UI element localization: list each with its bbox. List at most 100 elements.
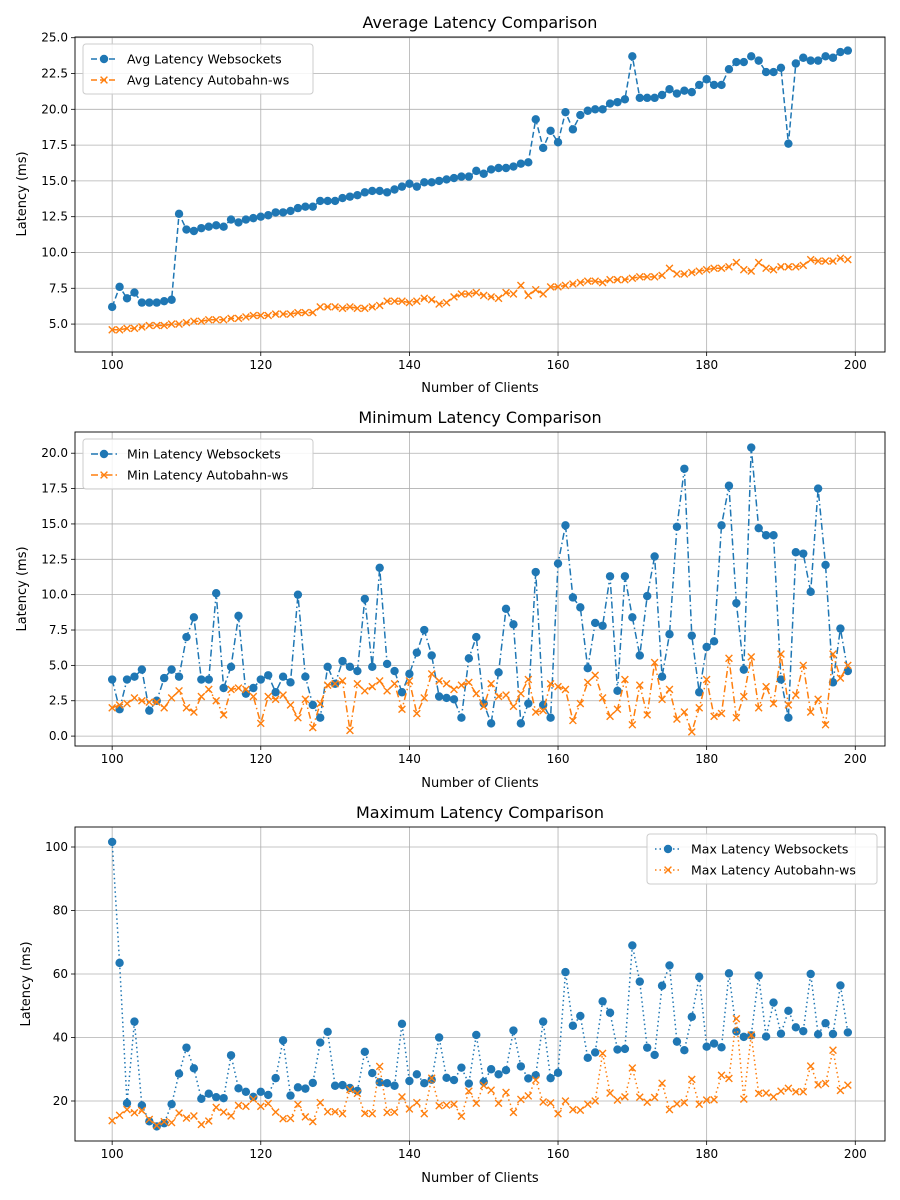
min-data-point bbox=[606, 712, 614, 721]
avg-data-point bbox=[420, 178, 429, 187]
min-data-point bbox=[472, 689, 481, 698]
min-data-point bbox=[724, 481, 734, 490]
max-data-point bbox=[598, 1049, 607, 1058]
min-data-point bbox=[702, 675, 711, 684]
avg-data-point bbox=[152, 321, 161, 330]
max-data-point bbox=[702, 1096, 711, 1104]
min-data-point bbox=[554, 682, 562, 691]
min-data-point bbox=[174, 672, 184, 681]
min-data-point bbox=[264, 671, 273, 680]
max-data-point bbox=[591, 1097, 600, 1105]
max-data-point bbox=[375, 1062, 384, 1071]
min-data-point bbox=[702, 642, 711, 652]
min-data-point bbox=[487, 679, 496, 688]
max-data-point bbox=[836, 981, 845, 990]
min-legend-marker bbox=[99, 449, 109, 459]
avg-y-tick-label: 7.5 bbox=[49, 281, 68, 295]
min-data-point bbox=[398, 705, 406, 714]
avg-legend-item: Avg Latency Websockets bbox=[91, 52, 282, 67]
max-data-point bbox=[813, 1030, 823, 1039]
max-x-tick-label: 160 bbox=[547, 1147, 570, 1161]
avg-data-point bbox=[189, 226, 199, 236]
avg-data-point bbox=[643, 93, 652, 103]
min-data-point bbox=[249, 683, 258, 693]
max-data-point bbox=[702, 1042, 711, 1051]
max-data-point bbox=[189, 1064, 199, 1073]
max-data-point bbox=[219, 1108, 228, 1117]
avg-series-autobahn bbox=[108, 254, 852, 334]
avg-data-point bbox=[657, 90, 667, 100]
max-data-point bbox=[442, 1073, 451, 1083]
min-data-point bbox=[167, 694, 176, 702]
avg-data-point bbox=[494, 163, 503, 173]
avg-legend-marker bbox=[99, 54, 109, 64]
avg-data-point bbox=[687, 87, 696, 97]
avg-data-point bbox=[301, 202, 310, 211]
max-data-point bbox=[717, 1071, 726, 1080]
min-data-point bbox=[613, 686, 622, 696]
min-data-point bbox=[346, 726, 354, 735]
max-data-point bbox=[561, 1097, 570, 1105]
min-legend-item: Min Latency Autobahn-ws bbox=[91, 468, 288, 483]
max-data-point bbox=[502, 1088, 510, 1097]
min-data-point bbox=[457, 681, 466, 690]
min-data-point bbox=[123, 699, 131, 708]
min-y-tick-label: 12.5 bbox=[41, 552, 68, 566]
avg-data-point bbox=[457, 290, 466, 298]
avg-legend-box bbox=[82, 43, 314, 95]
max-data-point bbox=[568, 1105, 577, 1114]
min-plot-frame bbox=[74, 431, 886, 747]
avg-y-tick-label: 20.0 bbox=[41, 102, 68, 116]
max-data-point bbox=[330, 1081, 340, 1090]
min-data-point bbox=[539, 706, 548, 715]
avg-data-point bbox=[442, 298, 451, 307]
max-data-point bbox=[301, 1112, 310, 1121]
max-data-point bbox=[695, 1100, 704, 1109]
avg-data-point bbox=[516, 281, 525, 290]
min-data-point bbox=[434, 692, 444, 701]
avg-data-point bbox=[821, 257, 830, 265]
avg-data-point bbox=[814, 257, 823, 265]
max-data-point bbox=[294, 1100, 302, 1109]
max-data-point bbox=[605, 1008, 615, 1017]
min-data-point bbox=[739, 665, 749, 674]
max-data-point bbox=[397, 1019, 407, 1029]
avg-data-point bbox=[442, 175, 451, 184]
max-data-point bbox=[227, 1112, 235, 1120]
avg-data-point bbox=[724, 65, 734, 74]
max-chart-title: Maximum Latency Comparison bbox=[356, 803, 604, 822]
max-data-point bbox=[494, 1070, 503, 1079]
avg-legend-label: Avg Latency Websockets bbox=[127, 52, 282, 67]
avg-data-point bbox=[338, 193, 347, 203]
avg-data-point bbox=[791, 59, 801, 68]
min-data-point bbox=[375, 677, 384, 685]
avg-data-point bbox=[605, 99, 615, 108]
max-data-point bbox=[197, 1120, 206, 1129]
min-data-point bbox=[472, 632, 481, 642]
min-data-point bbox=[308, 723, 317, 732]
avg-y-tick-label: 15.0 bbox=[41, 174, 68, 188]
max-data-point bbox=[583, 1100, 592, 1109]
avg-data-point bbox=[360, 304, 369, 313]
max-legend-label: Max Latency Websockets bbox=[691, 842, 848, 857]
min-data-point bbox=[316, 713, 325, 722]
min-data-point bbox=[791, 691, 800, 699]
max-legend-box bbox=[646, 833, 878, 885]
min-data-point bbox=[673, 715, 681, 724]
min-data-point bbox=[219, 683, 228, 693]
min-data-point bbox=[628, 720, 637, 729]
avg-data-point bbox=[650, 93, 659, 103]
min-series-line bbox=[111, 653, 849, 735]
max-legend-marker bbox=[664, 866, 672, 874]
avg-data-point bbox=[680, 86, 689, 95]
max-data-point bbox=[427, 1074, 436, 1083]
avg-data-point bbox=[709, 80, 719, 90]
min-data-point bbox=[286, 701, 295, 709]
min-data-point bbox=[546, 679, 555, 688]
min-y-tick-label: 7.5 bbox=[49, 623, 68, 637]
min-data-point bbox=[442, 693, 451, 703]
min-data-point bbox=[821, 720, 830, 729]
max-data-point bbox=[680, 1098, 689, 1107]
avg-series-websockets bbox=[107, 46, 853, 312]
